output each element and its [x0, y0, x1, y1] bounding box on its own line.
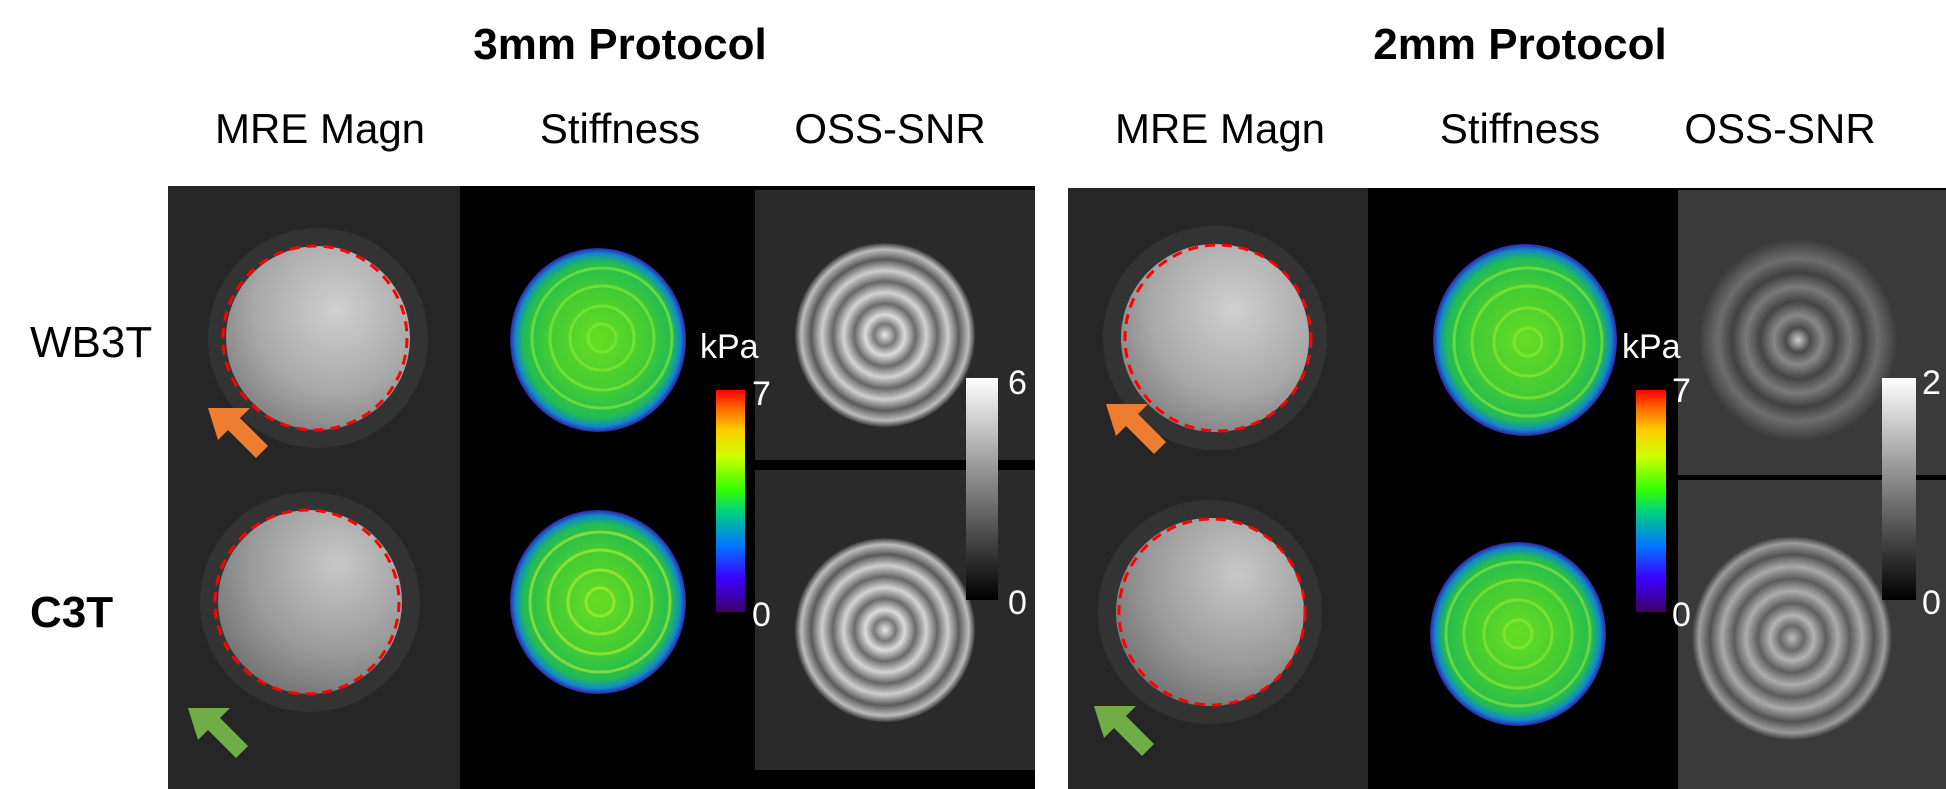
- protocol-title-2mm: 2mm Protocol: [1373, 20, 1667, 69]
- snr-min-3mm: 0: [1008, 584, 1027, 622]
- stiffness-max-2mm: 7: [1672, 372, 1691, 410]
- col-header-oss-snr-3mm: OSS-SNR: [794, 105, 986, 152]
- col-header-mre-magn-2mm: MRE Magn: [1114, 105, 1326, 152]
- row-label-wb3t: WB3T: [30, 318, 153, 367]
- protocol-title-3mm: 3mm Protocol: [473, 20, 767, 69]
- col-header-stiffness-3mm: Stiffness: [539, 105, 701, 152]
- col-header-oss-snr-2mm: OSS-SNR: [1684, 105, 1876, 152]
- col-header-mre-magn-3mm: MRE Magn: [214, 105, 426, 152]
- arrow-green-icon: [188, 708, 248, 758]
- stiffness-min-2mm: 0: [1672, 596, 1691, 634]
- stiffness-max-3mm: 7: [752, 375, 771, 413]
- snr-max-2mm: 2: [1922, 364, 1941, 402]
- arrow-orange-icon: [208, 408, 268, 458]
- stiffness-min-3mm: 0: [752, 596, 771, 634]
- snr-max-3mm: 6: [1008, 364, 1027, 402]
- row-label-c3t: C3T: [30, 588, 114, 637]
- snr-min-2mm: 0: [1922, 584, 1941, 622]
- col-header-stiffness-2mm: Stiffness: [1439, 105, 1601, 152]
- stiffness-unit-3mm: kPa: [700, 328, 759, 366]
- stiffness-unit-2mm: kPa: [1622, 328, 1681, 366]
